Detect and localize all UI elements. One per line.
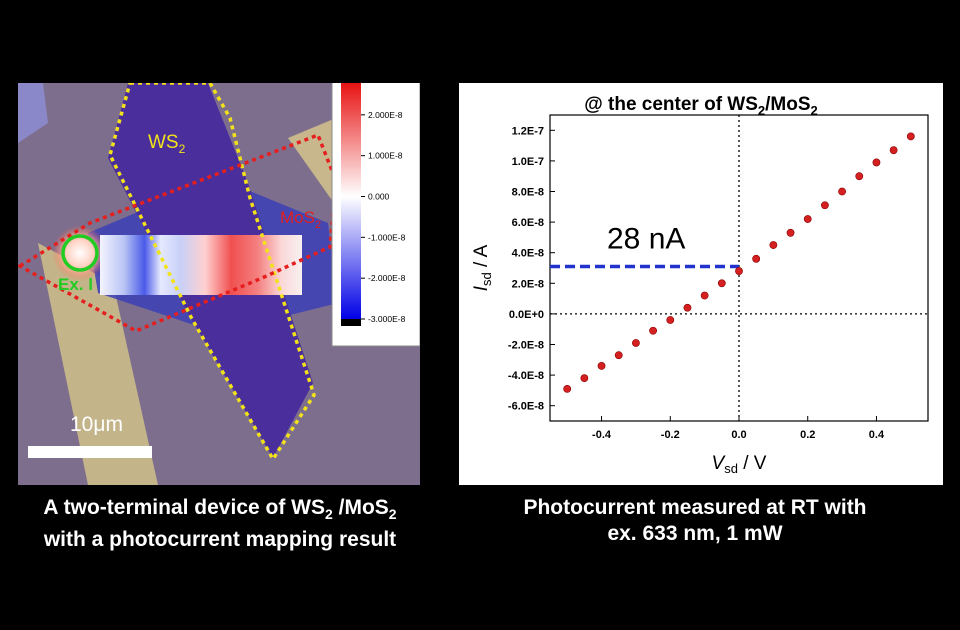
data-point — [717, 279, 726, 288]
excitation-spot — [61, 234, 99, 272]
caption-right: Photocurrent measured at RT with ex. 633… — [460, 495, 930, 547]
caption-left: A two-terminal device of WS2 /MoS2 with … — [0, 495, 440, 553]
y-axis-label: Isd / A — [471, 244, 494, 291]
y-tick-label: 2.0E-8 — [512, 278, 544, 290]
excitation-label: Ex. l — [58, 275, 93, 294]
caption-right-line2: ex. 633 nm, 1 mW — [607, 522, 783, 545]
colorbar-tick-label: 2.000E-8 — [368, 110, 403, 120]
iv-chart-svg: @ the center of WS2/MoS2 -6.0E-8 -4.0E-8 -… — [471, 94, 929, 476]
iv-chart: @ the center of WS2/MoS2 -6.0E-8 -4.0E-8 -… — [459, 83, 943, 485]
data-point — [563, 384, 572, 393]
chart-title: @ the center of WS2/MoS2 — [584, 94, 818, 118]
data-point — [855, 172, 864, 181]
y-tick-label: 1.2E-7 — [512, 125, 544, 137]
y-tick-label: 0.0E+0 — [509, 309, 544, 321]
data-point — [666, 316, 675, 324]
colorbar-tick-label: -1.000E-8 — [368, 232, 406, 242]
colorbar-tick-label: -2.000E-8 — [368, 273, 406, 283]
photocurrent-map — [100, 235, 302, 295]
scale-bar — [28, 446, 152, 458]
colorbar-tick-label: 0.000 — [368, 192, 390, 202]
y-tick-label: 8.0E-8 — [512, 187, 544, 199]
data-point — [597, 362, 606, 370]
data-point — [821, 201, 829, 210]
x-axis-label: Vsd / V — [712, 453, 767, 476]
data-point — [786, 228, 795, 237]
x-tick-label: 0.0 — [731, 429, 746, 441]
top-left-flake — [18, 83, 48, 143]
x-tick-label: 0.4 — [869, 429, 885, 441]
ws2-outline — [108, 83, 316, 463]
caption-left-line1: A two-terminal device of WS2 /MoS2 — [43, 496, 397, 523]
x-tick-label: -0.4 — [592, 429, 612, 441]
ws2-label: WS2 — [148, 132, 186, 156]
device-micrograph: WS2 MoS2 Ex. l 10μm 3.000E-82.000E-81.00… — [18, 83, 420, 485]
data-point — [889, 146, 898, 155]
colorbar: 3.000E-82.000E-81.000E-80.000-1.000E-8-2… — [331, 83, 420, 347]
data-point — [683, 303, 692, 312]
data-point — [580, 374, 589, 383]
y-tick-label: -6.0E-8 — [508, 401, 544, 413]
mos2-label: MoS2 — [280, 208, 321, 231]
data-point — [649, 326, 657, 335]
caption-left-line2: with a photocurrent mapping result — [43, 528, 397, 552]
laser-glow — [52, 225, 108, 281]
data-point — [838, 187, 846, 196]
data-point — [803, 215, 812, 223]
y-tick-label: 6.0E-8 — [512, 217, 544, 229]
data-point — [769, 241, 778, 249]
data-point — [906, 132, 915, 141]
left-electrode — [38, 243, 158, 485]
y-tick-label: 1.0E-7 — [512, 156, 544, 168]
data-point — [614, 351, 623, 360]
scale-bar-label: 10μm — [70, 413, 123, 436]
caption-right-line1: Photocurrent measured at RT with — [523, 496, 867, 519]
data-point — [752, 254, 761, 263]
x-tick-label: -0.2 — [661, 429, 680, 441]
y-tick-label: -4.0E-8 — [508, 370, 544, 382]
annotation-label: 28 nA — [607, 222, 685, 255]
y-tick-label: 4.0E-8 — [512, 248, 544, 260]
colorbar-tick-label: -3.000E-8 — [368, 314, 406, 324]
data-point — [700, 291, 709, 300]
y-tick-label: -2.0E-8 — [508, 340, 544, 352]
x-tick-label: 0.2 — [800, 429, 815, 441]
data-point — [735, 267, 743, 275]
micrograph-svg: WS2 MoS2 Ex. l 10μm 3.000E-82.000E-81.00… — [18, 83, 420, 485]
colorbar-tick-label: 1.000E-8 — [368, 151, 403, 161]
data-point — [872, 158, 881, 167]
data-point — [632, 339, 640, 347]
